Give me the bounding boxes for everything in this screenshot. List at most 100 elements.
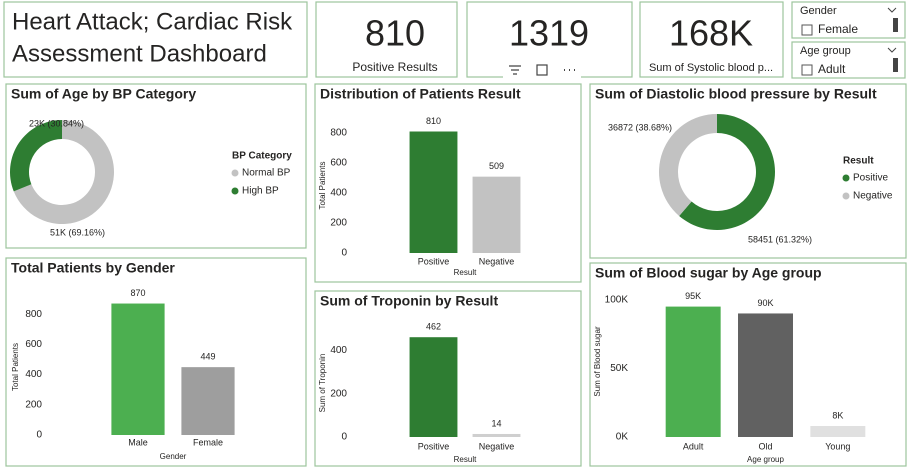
y-axis-title: Sum of Troponin: [318, 354, 327, 413]
y-tick-label: 100K: [605, 294, 629, 305]
slicer-title: Gender: [800, 5, 837, 17]
card-value: 168K: [669, 13, 753, 54]
y-tick-label: 0: [36, 430, 42, 441]
data-label: 58451 (61.32%): [748, 234, 812, 244]
data-label: 36872 (38.68%): [608, 122, 672, 132]
legend-marker: [842, 192, 850, 200]
x-tick-label: Female: [193, 437, 223, 447]
data-label: 462: [426, 322, 441, 332]
x-tick-label: Positive: [418, 256, 450, 266]
slicer-item[interactable]: Adult: [818, 62, 846, 76]
donut-slice: [659, 114, 717, 216]
scrollbar[interactable]: [893, 18, 898, 32]
data-label: 509: [489, 161, 504, 171]
y-tick-label: 0K: [616, 432, 629, 443]
y-tick-label: 0: [341, 432, 347, 443]
bar: [665, 306, 721, 437]
data-label: 870: [130, 288, 145, 298]
x-tick-label: Negative: [479, 441, 515, 451]
legend-label: Negative: [853, 191, 893, 202]
data-label: 449: [200, 352, 215, 362]
chart-frame: [5, 83, 307, 249]
y-tick-label: 200: [330, 388, 347, 399]
checkbox[interactable]: [801, 24, 813, 36]
chart-title: Sum of Age by BP Category: [11, 86, 196, 102]
bar: [472, 176, 521, 253]
y-tick-label: 200: [330, 218, 347, 229]
bar: [409, 131, 458, 253]
bar: [409, 337, 458, 437]
bar: [810, 426, 866, 437]
chart-frame: [589, 83, 907, 259]
card-frame: [639, 1, 784, 78]
bar: [181, 367, 235, 435]
visual-toolbar[interactable]: [503, 60, 581, 80]
y-tick-label: 600: [330, 158, 347, 169]
bar: [111, 303, 165, 435]
y-tick-label: 800: [25, 309, 42, 320]
card-label: Sum of Systolic blood p...: [649, 62, 773, 74]
y-tick-label: 400: [330, 188, 347, 199]
x-tick-label: Young: [825, 441, 850, 451]
y-tick-label: 200: [25, 399, 42, 410]
card-frame: [315, 1, 458, 78]
focus-icon[interactable]: [536, 64, 548, 76]
title-frame: [3, 1, 308, 78]
x-tick-label: Old: [758, 441, 772, 451]
card-value: 1319: [509, 13, 589, 54]
data-label: 51K (69.16%): [50, 227, 105, 237]
filter-icon[interactable]: [509, 65, 521, 75]
x-tick-label: Negative: [479, 256, 515, 266]
x-tick-label: Positive: [418, 441, 450, 451]
x-axis-title: Result: [454, 268, 477, 277]
y-tick-label: 600: [25, 339, 42, 350]
data-label: 23K (30.84%): [29, 118, 84, 128]
chart-title: Distribution of Patients Result: [320, 86, 521, 102]
y-tick-label: 50K: [610, 363, 628, 374]
toolbar-bg: [503, 60, 581, 80]
data-label: 95K: [685, 291, 701, 301]
donut-slice: [13, 120, 114, 224]
legend-label: High BP: [242, 186, 279, 197]
y-axis-title: Total Patients: [318, 161, 327, 209]
x-axis-title: Age group: [747, 455, 784, 464]
dashboard-title: Heart Attack; Cardiac Risk: [12, 8, 293, 35]
y-tick-label: 0: [341, 248, 347, 259]
dashboard-title: Assessment Dashboard: [12, 40, 267, 67]
donut-slice: [9, 120, 62, 192]
y-axis-title: Total Patients: [11, 343, 20, 391]
donut-slice: [679, 114, 775, 230]
chart-title: Total Patients by Gender: [11, 260, 175, 276]
chart-title: Sum of Troponin by Result: [320, 293, 498, 309]
scrollbar[interactable]: [893, 58, 898, 72]
legend-marker: [842, 174, 850, 182]
legend-title: BP Category: [232, 151, 292, 162]
slicer-chevron[interactable]: [887, 47, 897, 53]
x-axis-title: Gender: [160, 452, 187, 461]
y-tick-label: 800: [330, 128, 347, 139]
bar: [738, 313, 793, 437]
y-axis-title: Sum of Blood sugar: [593, 326, 602, 397]
y-tick-label: 400: [330, 345, 347, 356]
x-tick-label: Male: [128, 437, 148, 447]
bar: [472, 433, 521, 437]
slicer-chevron[interactable]: [887, 7, 897, 13]
legend-title: Result: [843, 156, 874, 167]
slicer-item[interactable]: Female: [818, 22, 858, 36]
legend-label: Positive: [853, 173, 888, 184]
data-label: 14: [491, 418, 501, 428]
legend-marker: [231, 187, 239, 195]
chart-title: Sum of Blood sugar by Age group: [595, 265, 822, 281]
x-axis-title: Result: [454, 455, 477, 464]
legend-marker: [231, 169, 239, 177]
data-label: 810: [426, 116, 441, 126]
legend-label: Normal BP: [242, 168, 291, 179]
checkbox[interactable]: [801, 64, 813, 76]
card-value: 810: [365, 13, 425, 54]
slicer-title: Age group: [800, 45, 851, 57]
card-frame: [466, 1, 633, 78]
data-label: 90K: [757, 298, 773, 308]
chart-title: Sum of Diastolic blood pressure by Resul…: [595, 86, 877, 102]
card-label: Positive Results: [352, 60, 437, 74]
